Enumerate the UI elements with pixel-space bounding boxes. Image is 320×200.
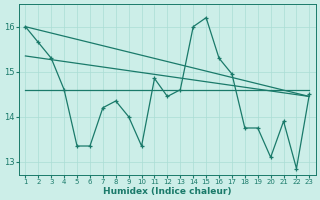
X-axis label: Humidex (Indice chaleur): Humidex (Indice chaleur) bbox=[103, 187, 232, 196]
